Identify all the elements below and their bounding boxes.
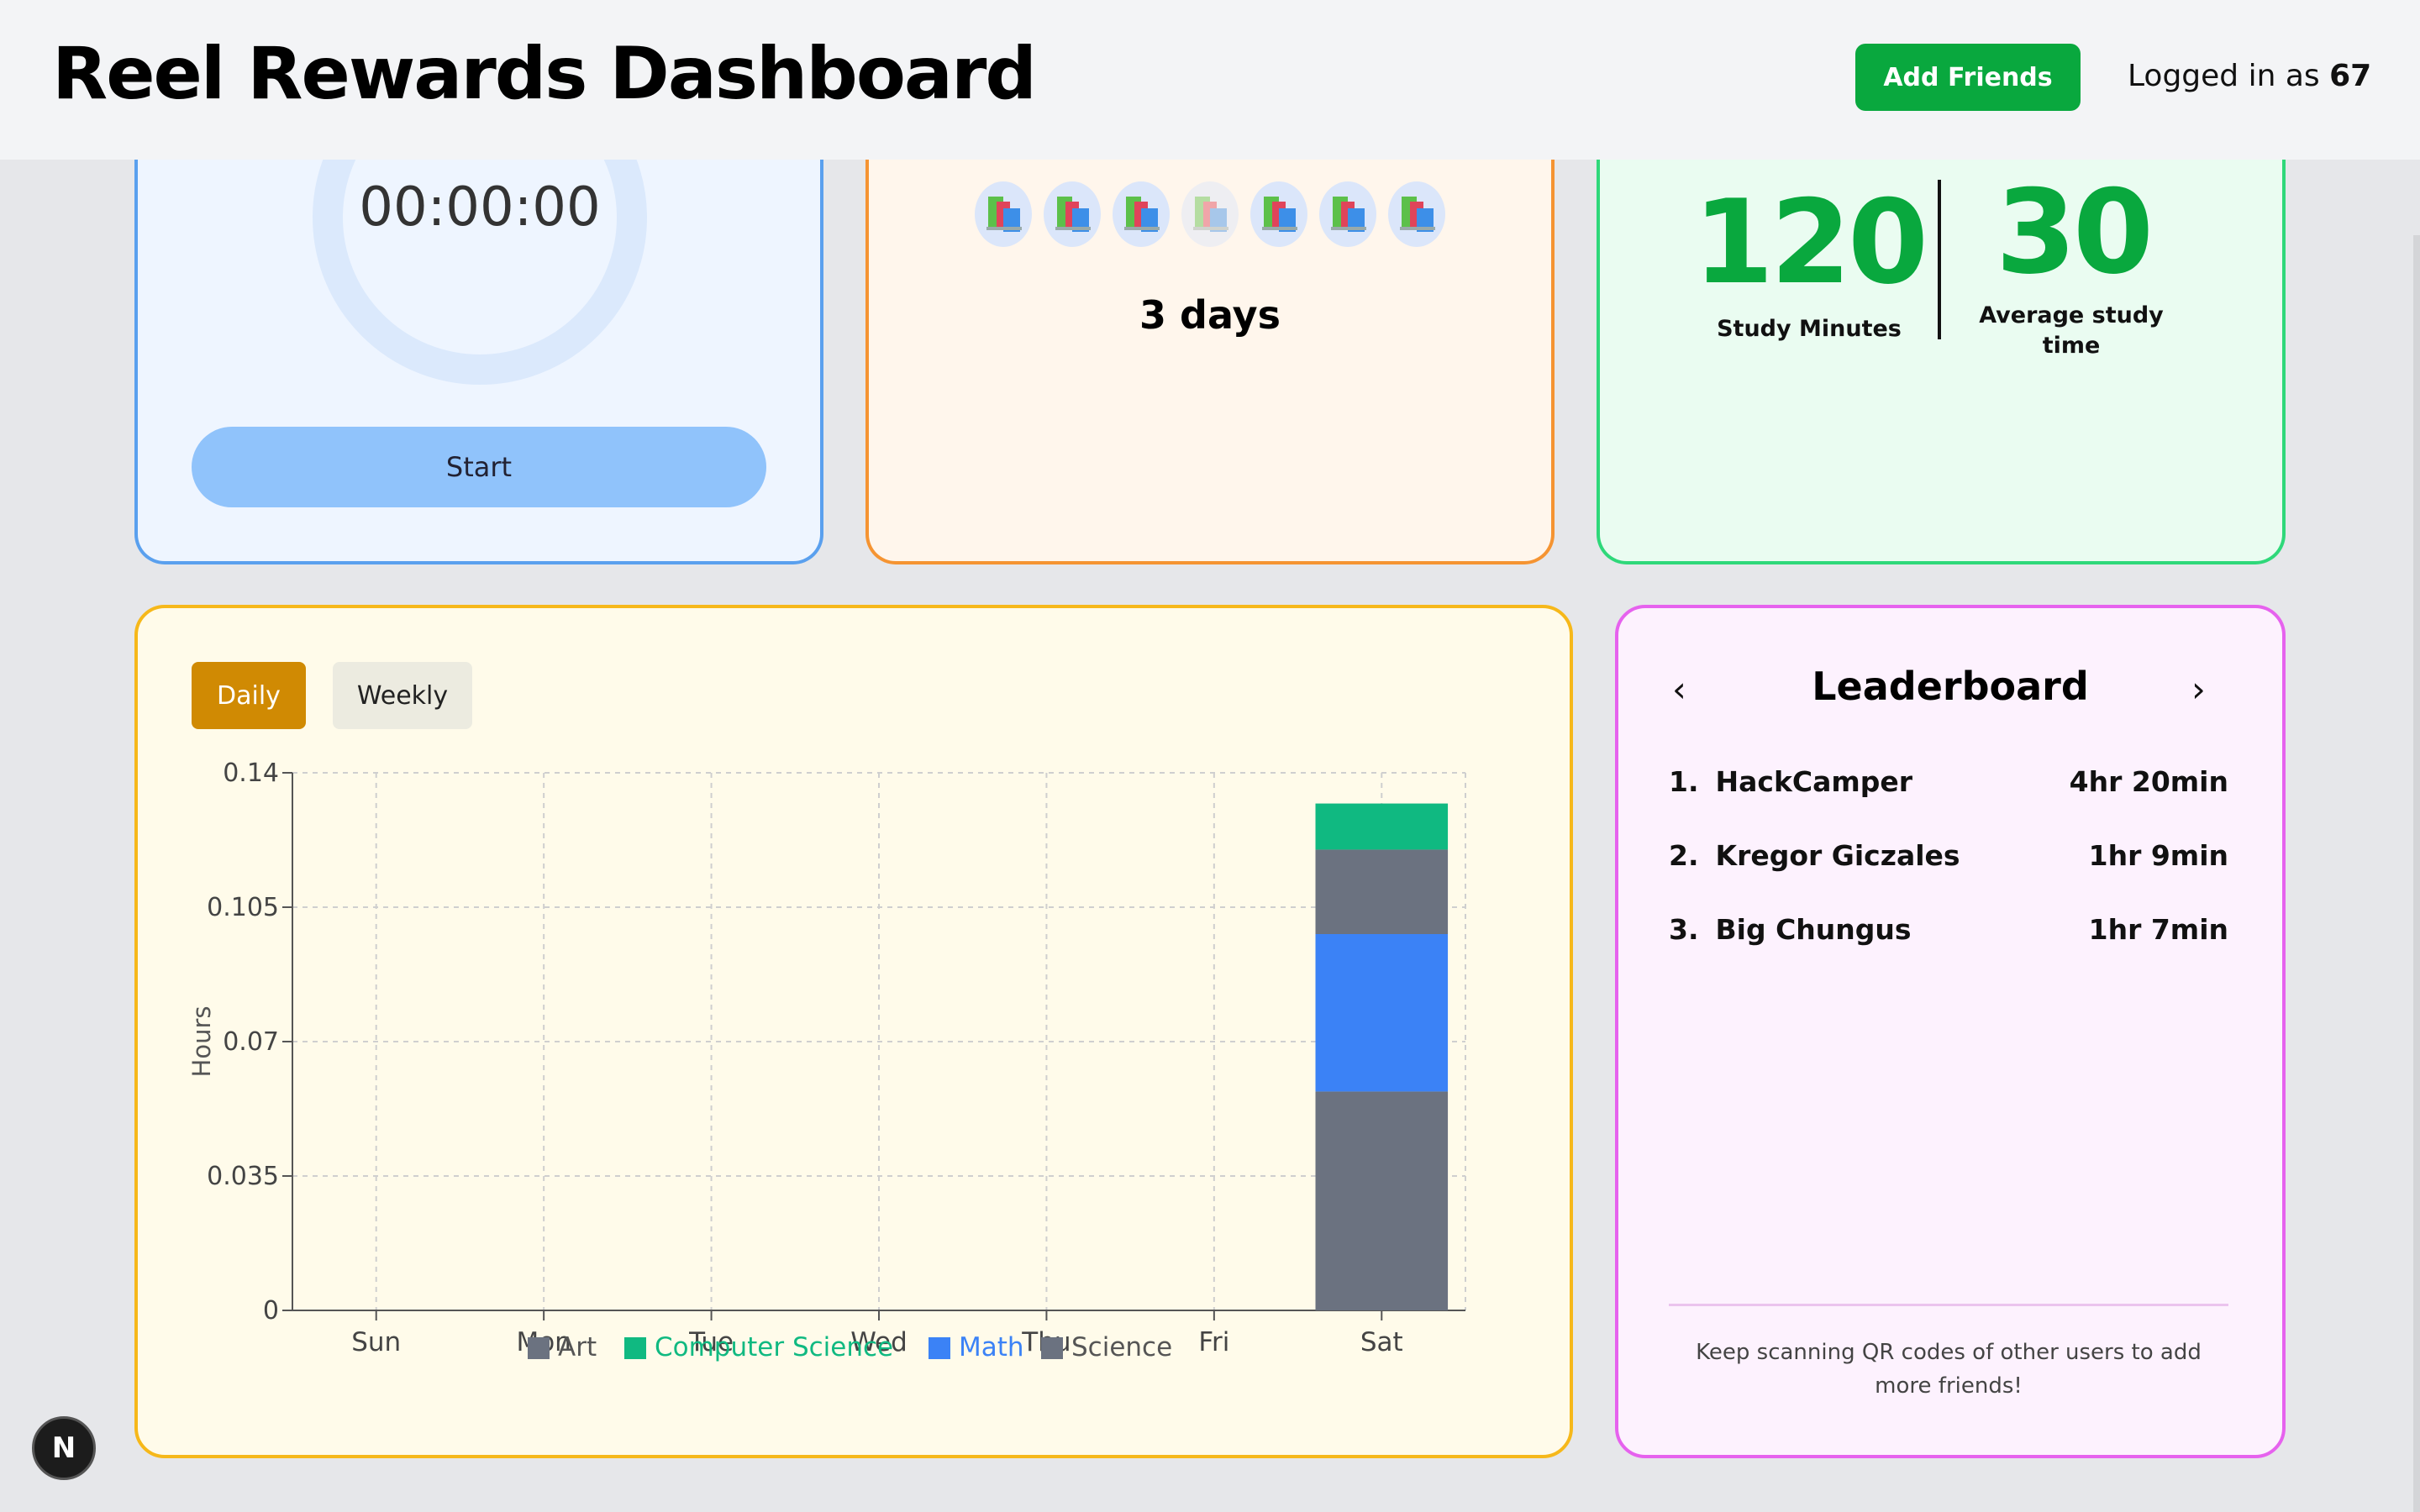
books-icon: [1250, 181, 1307, 247]
bar-segment: [1315, 803, 1449, 850]
timer-display: 00:00:00: [359, 176, 601, 239]
x-tick-label: Sat: [1360, 1327, 1403, 1357]
leaderboard-player: 2. Kregor Giczales: [1669, 839, 1960, 872]
x-tick-label: Wed: [850, 1327, 908, 1357]
add-friends-button[interactable]: Add Friends: [1855, 44, 2081, 111]
tab-weekly[interactable]: Weekly: [333, 662, 472, 729]
legend-swatch: [929, 1337, 950, 1359]
leaderboard-title: Leaderboard: [1812, 664, 2089, 709]
chevron-left-icon[interactable]: ‹: [1672, 669, 1686, 710]
leaderboard-name: HackCamper: [1715, 764, 1913, 798]
logged-in-prefix: Logged in as: [2128, 59, 2330, 93]
page-title: Reel Rewards Dashboard: [52, 32, 1037, 116]
leaderboard-time: 1hr 9min: [2088, 838, 2228, 872]
bar-segment: [1315, 934, 1449, 1092]
dev-tools-badge[interactable]: N: [32, 1416, 96, 1480]
divider: [1669, 1304, 2228, 1306]
leaderboard-time: 1hr 7min: [2088, 912, 2228, 946]
header-bar: Reel Rewards Dashboard Add Friends Logge…: [0, 0, 2420, 160]
username: 67: [2329, 59, 2372, 93]
x-tick-label: Fri: [1198, 1327, 1229, 1357]
chevron-right-icon[interactable]: ›: [2191, 669, 2206, 710]
legend-swatch: [1041, 1337, 1063, 1359]
y-tick-label: 0.035: [207, 1162, 279, 1191]
streak-card: [865, 101, 1555, 564]
leaderboard-row: 1. HackCamper 4hr 20min: [1669, 756, 2228, 806]
books-icon: [1113, 181, 1170, 247]
average-time-value: 30: [1995, 165, 2154, 300]
legend-label: Science: [1071, 1332, 1172, 1362]
y-tick-label: 0.105: [207, 893, 279, 922]
legend-label: Computer Science: [655, 1332, 893, 1362]
leaderboard-rank: 2.: [1669, 838, 1699, 872]
x-tick-label: Sun: [351, 1327, 401, 1357]
leaderboard-name: Kregor Giczales: [1715, 838, 1960, 872]
y-axis-label: Hours: [187, 1006, 216, 1078]
streak-label: 3 days: [1139, 292, 1281, 338]
books-icon: [1044, 181, 1101, 247]
y-tick-label: 0: [263, 1296, 279, 1326]
x-tick-label: Tue: [688, 1327, 734, 1357]
study-minutes-value: 120: [1692, 175, 1928, 310]
study-hours-chart: 00.0350.070.1050.14SunMonTueWedThuFriSat…: [187, 759, 1466, 1362]
leaderboard-row: 3. Big Chungus 1hr 7min: [1669, 904, 2228, 954]
books-icon: [1319, 181, 1376, 247]
books-icon: [1181, 181, 1239, 247]
leaderboard-name: Big Chungus: [1715, 912, 1912, 946]
leaderboard-player: 3. Big Chungus: [1669, 913, 1912, 946]
stats-card: [1597, 101, 2286, 564]
start-button[interactable]: Start: [192, 427, 766, 507]
stat-divider: [1938, 180, 1941, 339]
leaderboard-rank: 3.: [1669, 912, 1699, 946]
legend-swatch: [624, 1337, 646, 1359]
books-icon: [975, 181, 1032, 247]
leaderboard-player: 1. HackCamper: [1669, 765, 1912, 798]
y-tick-label: 0.14: [223, 759, 279, 788]
legend-swatch: [528, 1337, 550, 1359]
bar-segment: [1315, 849, 1449, 934]
leaderboard-row: 2. Kregor Giczales 1hr 9min: [1669, 830, 2228, 880]
books-icon: [1388, 181, 1445, 247]
study-minutes-label: Study Minutes: [1717, 316, 1902, 342]
leaderboard-time: 4hr 20min: [2069, 764, 2228, 798]
leaderboard-card: [1615, 605, 2286, 1458]
leaderboard-footer: Keep scanning QR codes of other users to…: [1696, 1340, 2202, 1399]
logged-in-status: Logged in as 67: [2128, 59, 2371, 93]
scrollbar[interactable]: [2413, 235, 2420, 1512]
bar-segment: [1315, 1091, 1449, 1310]
legend-label: Math: [959, 1332, 1024, 1362]
tab-daily[interactable]: Daily: [192, 662, 306, 729]
legend-label: Art: [558, 1332, 597, 1362]
y-tick-label: 0.07: [223, 1027, 279, 1057]
average-time-label: Average study time: [1979, 302, 2164, 359]
leaderboard-rank: 1.: [1669, 764, 1699, 798]
